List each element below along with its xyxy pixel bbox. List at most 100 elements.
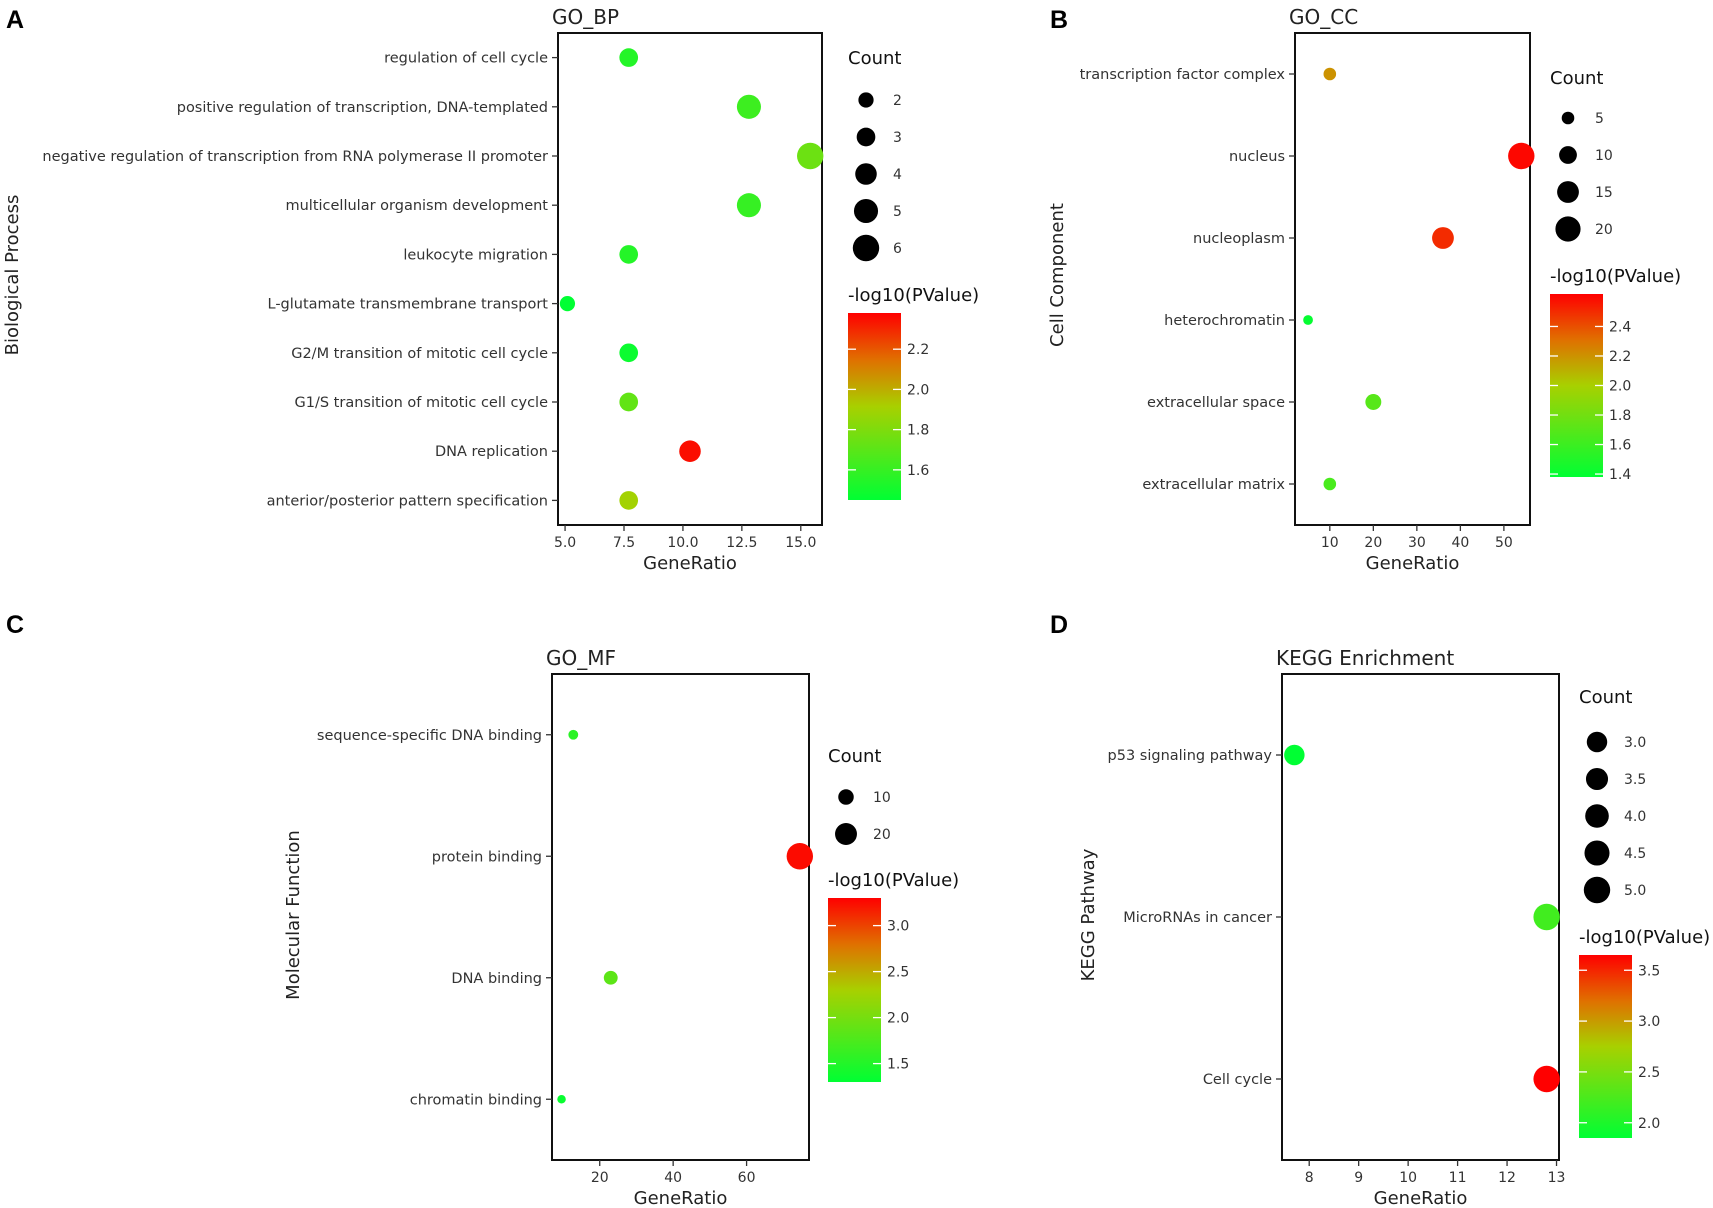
color-bar — [828, 898, 881, 1082]
chart-title: GO_CC — [1289, 5, 1358, 29]
data-point — [1533, 903, 1560, 931]
panel-d: D KEGG Enrichment 8 9 10 11 12 13 GeneRatio p53 s… — [1050, 611, 1710, 1208]
color-tick-label: 2.0 — [907, 382, 929, 398]
panel-a: A GO_BP 5.0 7.5 10.0 12.5 15.0 GeneRatio regulat… — [2, 5, 979, 574]
count-legend-label: 3.0 — [1624, 735, 1646, 751]
data-point — [619, 48, 639, 67]
data-point — [679, 440, 701, 462]
count-legend-dot — [1561, 111, 1575, 125]
count-legend-label: 4.0 — [1624, 809, 1646, 825]
category-label: chromatin binding — [410, 1092, 542, 1108]
category-label: L-glutamate transmembrane transport — [268, 297, 549, 313]
x-tick-label: 12.5 — [726, 535, 757, 551]
color-bar — [1579, 955, 1632, 1138]
data-point — [1432, 227, 1454, 249]
color-tick-label: 2.2 — [907, 342, 929, 358]
x-tick-label: 7.5 — [613, 535, 635, 551]
color-bar — [848, 313, 901, 500]
color-tick-label: 2.5 — [887, 965, 909, 981]
data-point — [1303, 315, 1313, 325]
category-label: heterochromatin — [1164, 313, 1285, 329]
x-tick-label: 11 — [1449, 1170, 1467, 1186]
x-tick-label: 15.0 — [785, 535, 816, 551]
count-legend-dot — [852, 234, 880, 262]
color-tick-label: 3.0 — [887, 919, 909, 935]
x-tick-label: 30 — [1408, 535, 1426, 551]
data-point — [797, 142, 824, 170]
y-axis-title: Biological Process — [2, 195, 23, 356]
data-point — [1284, 744, 1305, 766]
color-legend-title: -log10(PValue) — [828, 870, 959, 891]
category-label: G2/M transition of mitotic cell cycle — [291, 346, 548, 362]
category-label: sequence-specific DNA binding — [317, 728, 542, 744]
color-tick-label: 2.0 — [1609, 379, 1631, 395]
category-label: protein binding — [432, 849, 542, 865]
count-legend-dot — [1559, 146, 1577, 164]
data-point — [568, 729, 579, 740]
x-tick-label: 9 — [1354, 1170, 1363, 1186]
color-tick-label: 2.0 — [1638, 1116, 1660, 1132]
category-label: multicellular organism development — [285, 198, 548, 214]
category-label: MicroRNAs in cancer — [1123, 910, 1272, 926]
count-legend-label: 4 — [893, 167, 902, 183]
data-point — [1533, 1065, 1560, 1093]
category-label: DNA binding — [451, 971, 542, 987]
count-legend-dot — [853, 198, 879, 224]
count-legend-label: 6 — [893, 241, 902, 257]
category-label: negative regulation of transcription fro… — [42, 149, 548, 165]
x-axis-title: GeneRatio — [634, 1188, 728, 1208]
color-tick-label: 2.0 — [887, 1011, 909, 1027]
x-tick-label: 12 — [1498, 1170, 1516, 1186]
data-point — [1323, 477, 1337, 491]
count-legend-dot — [1584, 840, 1610, 866]
color-tick-label: 2.4 — [1609, 319, 1631, 335]
plot-frame — [557, 32, 823, 526]
x-tick-label: 8 — [1305, 1170, 1314, 1186]
category-label: p53 signaling pathway — [1108, 748, 1273, 764]
count-legend-dot — [1557, 181, 1579, 203]
panel-letter: D — [1050, 611, 1068, 639]
data-point — [619, 491, 639, 510]
category-label: DNA replication — [435, 444, 548, 460]
count-legend-dot — [835, 823, 857, 845]
category-label: transcription factor complex — [1080, 67, 1286, 83]
data-point — [1323, 67, 1337, 81]
color-legend-title: -log10(PValue) — [1550, 266, 1681, 287]
count-legend-dot — [1585, 767, 1609, 791]
category-label: G1/S transition of mitotic cell cycle — [295, 395, 549, 411]
color-tick-label: 1.6 — [1609, 438, 1631, 454]
category-label: extracellular space — [1147, 395, 1285, 411]
color-legend-title: -log10(PValue) — [848, 285, 979, 306]
color-tick-label: 3.0 — [1638, 1014, 1660, 1030]
count-legend-dot — [1586, 731, 1608, 753]
category-label: nucleus — [1229, 149, 1285, 165]
count-legend-label: 5.0 — [1624, 883, 1646, 899]
x-tick-label: 10.0 — [667, 535, 698, 551]
count-legend-dot — [855, 163, 877, 185]
color-tick-label: 3.5 — [1638, 963, 1660, 979]
y-axis-title: KEGG Pathway — [1078, 848, 1099, 981]
data-point — [619, 343, 639, 363]
count-legend-title: Count — [1550, 68, 1603, 89]
x-tick-label: 13 — [1548, 1170, 1566, 1186]
category-label: leukocyte migration — [403, 247, 548, 263]
plot-frame — [551, 673, 810, 1161]
chart-title: GO_BP — [552, 5, 619, 29]
data-point — [1508, 142, 1535, 170]
data-point — [619, 392, 639, 412]
x-axis-title: GeneRatio — [1374, 1188, 1468, 1208]
category-label: nucleoplasm — [1193, 231, 1285, 247]
category-label: Cell cycle — [1203, 1072, 1272, 1088]
data-point — [736, 94, 761, 119]
x-tick-label: 20 — [1364, 535, 1382, 551]
count-legend-dot — [858, 92, 874, 108]
chart-title: GO_MF — [546, 646, 616, 670]
data-point — [619, 245, 639, 264]
count-legend-label: 3.5 — [1624, 772, 1646, 788]
count-legend-label: 15 — [1595, 185, 1613, 201]
count-legend-dot — [1585, 804, 1609, 828]
category-label: positive regulation of transcription, DN… — [177, 100, 548, 116]
data-point — [559, 295, 576, 312]
chart-title: KEGG Enrichment — [1276, 646, 1454, 670]
